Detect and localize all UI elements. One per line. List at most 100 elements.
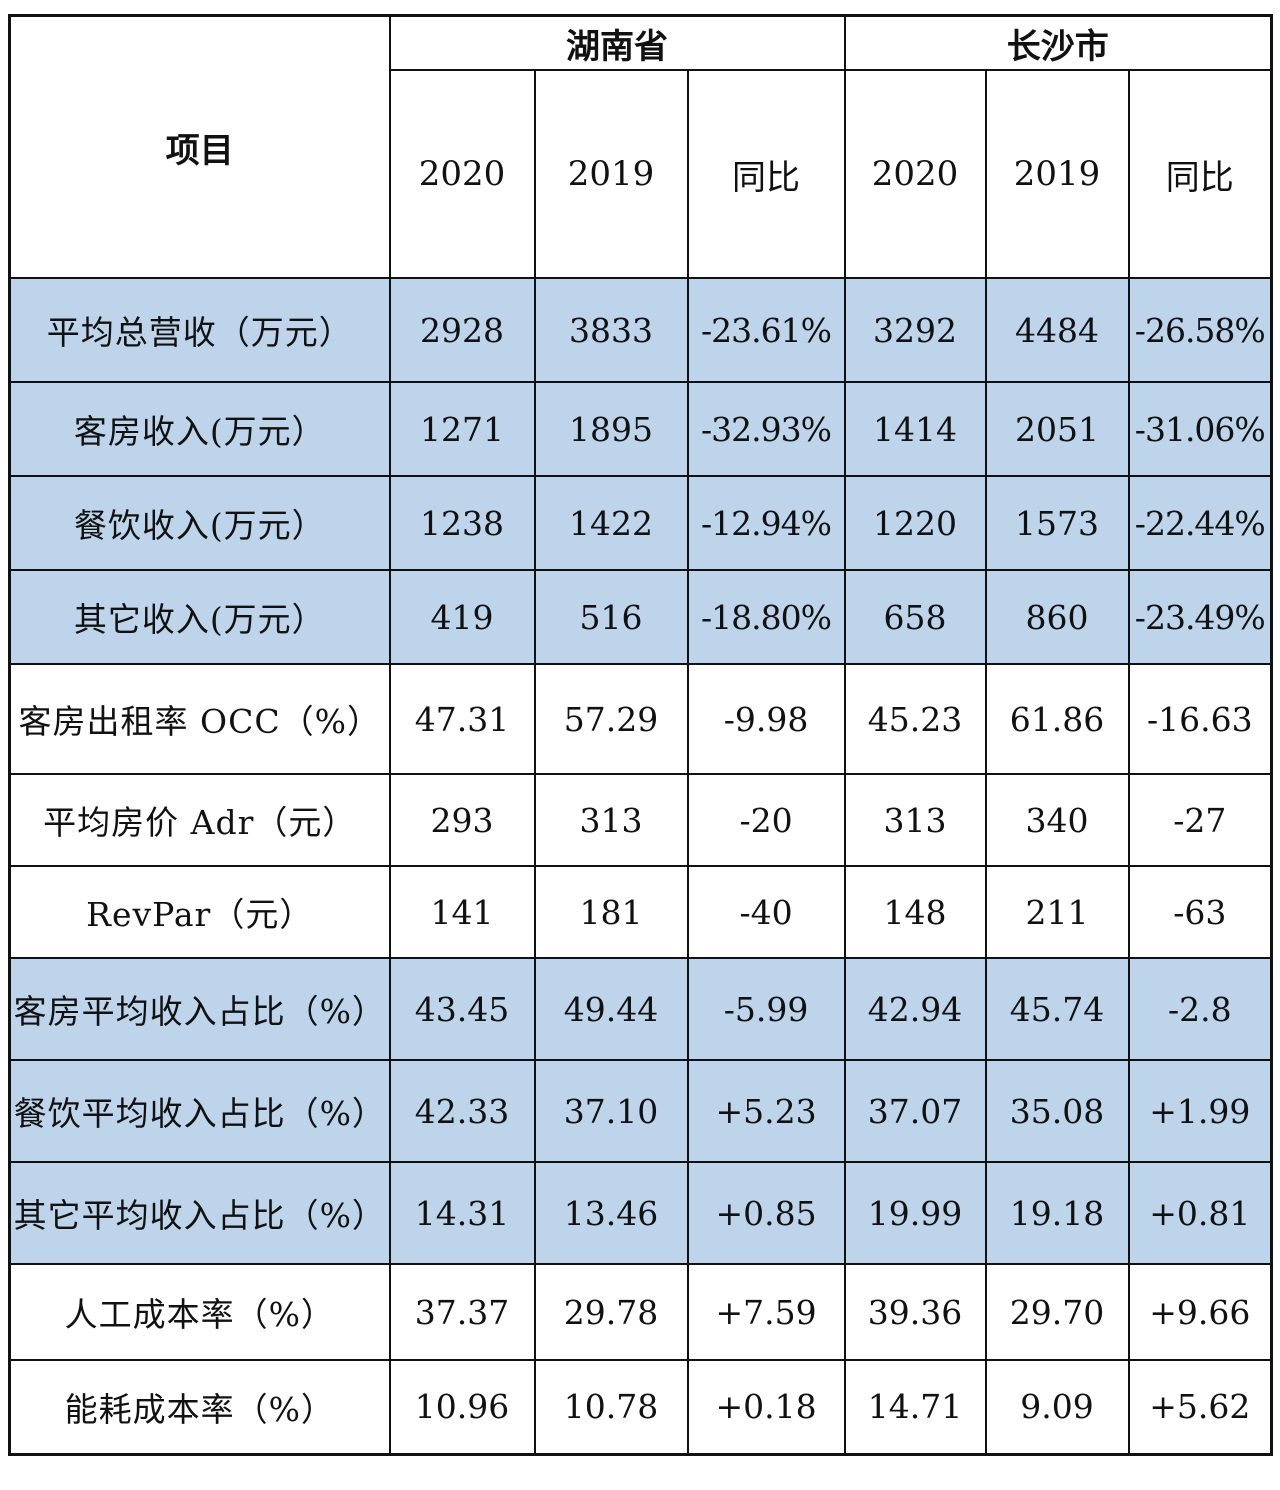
cell-changsha-yoy: -31.06% <box>1127 381 1273 477</box>
cell-hunan-2020: 293 <box>388 773 536 867</box>
cell-changsha-yoy: -63 <box>1127 865 1273 959</box>
table-row: 客房平均收入占比（%） 43.45 49.44 -5.99 42.94 45.7… <box>8 957 1273 1061</box>
header-col-changsha-yoy: 同比 <box>1127 69 1273 279</box>
cell-hunan-yoy: -40 <box>686 865 846 959</box>
cell-hunan-2020: 14.31 <box>388 1161 536 1265</box>
cell-changsha-yoy: -26.58% <box>1127 277 1273 383</box>
cell-changsha-2019: 4484 <box>984 277 1130 383</box>
row-label: 客房出租率 OCC（%） <box>8 663 391 775</box>
cell-changsha-2019: 19.18 <box>984 1161 1130 1265</box>
cell-changsha-yoy: +1.99 <box>1127 1059 1273 1163</box>
cell-hunan-2019: 313 <box>533 773 689 867</box>
cell-hunan-2020: 47.31 <box>388 663 536 775</box>
cell-changsha-2019: 61.86 <box>984 663 1130 775</box>
cell-hunan-2019: 1895 <box>533 381 689 477</box>
cell-changsha-yoy: -22.44% <box>1127 475 1273 571</box>
cell-changsha-yoy: +5.62 <box>1127 1359 1273 1455</box>
cell-hunan-2020: 1238 <box>388 475 536 571</box>
table-row: 平均总营收（万元） 2928 3833 -23.61% 3292 4484 -2… <box>8 277 1273 383</box>
header-col-hunan-2019: 2019 <box>533 69 689 279</box>
row-label: RevPar（元） <box>8 865 391 959</box>
cell-changsha-2020: 37.07 <box>843 1059 987 1163</box>
cell-hunan-yoy: -5.99 <box>686 957 846 1061</box>
header-col-changsha-2019: 2019 <box>984 69 1130 279</box>
row-label: 平均房价 Adr（元） <box>8 773 391 867</box>
table-row: 客房出租率 OCC（%） 47.31 57.29 -9.98 45.23 61.… <box>8 663 1273 775</box>
header-col-hunan-2020: 2020 <box>388 69 536 279</box>
row-label: 客房平均收入占比（%） <box>8 957 391 1061</box>
cell-changsha-2020: 42.94 <box>843 957 987 1061</box>
header-group-hunan: 湖南省 <box>388 14 846 71</box>
row-label: 其它平均收入占比（%） <box>8 1161 391 1265</box>
cell-changsha-2020: 39.36 <box>843 1263 987 1361</box>
cell-hunan-2019: 181 <box>533 865 689 959</box>
cell-changsha-2020: 1414 <box>843 381 987 477</box>
cell-changsha-2020: 14.71 <box>843 1359 987 1455</box>
cell-hunan-yoy: -9.98 <box>686 663 846 775</box>
cell-changsha-2020: 1220 <box>843 475 987 571</box>
cell-changsha-yoy: -2.8 <box>1127 957 1273 1061</box>
cell-changsha-2019: 35.08 <box>984 1059 1130 1163</box>
cell-hunan-yoy: -23.61% <box>686 277 846 383</box>
header-col-changsha-2020: 2020 <box>843 69 987 279</box>
cell-changsha-2020: 148 <box>843 865 987 959</box>
row-label: 平均总营收（万元） <box>8 277 391 383</box>
table-row: 其它收入(万元） 419 516 -18.80% 658 860 -23.49% <box>8 569 1273 665</box>
cell-hunan-2020: 141 <box>388 865 536 959</box>
cell-hunan-2019: 3833 <box>533 277 689 383</box>
table-row: 餐饮收入(万元） 1238 1422 -12.94% 1220 1573 -22… <box>8 475 1273 571</box>
cell-changsha-2019: 211 <box>984 865 1130 959</box>
header-item-cell: 项目 <box>8 14 391 279</box>
cell-hunan-2019: 13.46 <box>533 1161 689 1265</box>
cell-hunan-yoy: -20 <box>686 773 846 867</box>
cell-hunan-2019: 29.78 <box>533 1263 689 1361</box>
table-row: 客房收入(万元） 1271 1895 -32.93% 1414 2051 -31… <box>8 381 1273 477</box>
cell-hunan-yoy: +0.85 <box>686 1161 846 1265</box>
cell-changsha-2019: 340 <box>984 773 1130 867</box>
cell-hunan-2019: 516 <box>533 569 689 665</box>
cell-hunan-yoy: -32.93% <box>686 381 846 477</box>
cell-changsha-2020: 45.23 <box>843 663 987 775</box>
table-row: 其它平均收入占比（%） 14.31 13.46 +0.85 19.99 19.1… <box>8 1161 1273 1265</box>
cell-hunan-2020: 43.45 <box>388 957 536 1061</box>
cell-hunan-2019: 1422 <box>533 475 689 571</box>
cell-hunan-2020: 42.33 <box>388 1059 536 1163</box>
cell-hunan-2019: 49.44 <box>533 957 689 1061</box>
cell-changsha-yoy: +9.66 <box>1127 1263 1273 1361</box>
cell-changsha-yoy: -27 <box>1127 773 1273 867</box>
cell-changsha-2019: 29.70 <box>984 1263 1130 1361</box>
table-row: RevPar（元） 141 181 -40 148 211 -63 <box>8 865 1273 959</box>
row-label: 能耗成本率（%） <box>8 1359 391 1455</box>
cell-hunan-2019: 10.78 <box>533 1359 689 1455</box>
cell-hunan-yoy: -12.94% <box>686 475 846 571</box>
cell-hunan-2020: 1271 <box>388 381 536 477</box>
row-label: 餐饮平均收入占比（%） <box>8 1059 391 1163</box>
cell-hunan-2020: 419 <box>388 569 536 665</box>
cell-changsha-2019: 2051 <box>984 381 1130 477</box>
cell-hunan-2020: 2928 <box>388 277 536 383</box>
cell-changsha-2019: 1573 <box>984 475 1130 571</box>
cell-changsha-yoy: +0.81 <box>1127 1161 1273 1265</box>
table-row: 餐饮平均收入占比（%） 42.33 37.10 +5.23 37.07 35.0… <box>8 1059 1273 1163</box>
cell-hunan-2020: 10.96 <box>388 1359 536 1455</box>
cell-changsha-2020: 3292 <box>843 277 987 383</box>
cell-hunan-yoy: +5.23 <box>686 1059 846 1163</box>
row-label: 人工成本率（%） <box>8 1263 391 1361</box>
row-label: 餐饮收入(万元） <box>8 475 391 571</box>
cell-hunan-2019: 57.29 <box>533 663 689 775</box>
row-label: 客房收入(万元） <box>8 381 391 477</box>
table-row: 人工成本率（%） 37.37 29.78 +7.59 39.36 29.70 +… <box>8 1263 1273 1361</box>
table-row: 平均房价 Adr（元） 293 313 -20 313 340 -27 <box>8 773 1273 867</box>
header-col-hunan-yoy: 同比 <box>686 69 846 279</box>
cell-hunan-2020: 37.37 <box>388 1263 536 1361</box>
cell-changsha-yoy: -16.63 <box>1127 663 1273 775</box>
cell-changsha-2019: 45.74 <box>984 957 1130 1061</box>
hotel-revenue-table: 项目 湖南省 长沙市 2020 2019 同比 2020 2019 同比 平均总… <box>8 14 1274 1456</box>
cell-hunan-yoy: +0.18 <box>686 1359 846 1455</box>
cell-hunan-2019: 37.10 <box>533 1059 689 1163</box>
table-row: 能耗成本率（%） 10.96 10.78 +0.18 14.71 9.09 +5… <box>8 1359 1273 1455</box>
cell-hunan-yoy: -18.80% <box>686 569 846 665</box>
header-group-changsha: 长沙市 <box>843 14 1273 71</box>
table-body: 平均总营收（万元） 2928 3833 -23.61% 3292 4484 -2… <box>8 277 1273 1455</box>
cell-hunan-yoy: +7.59 <box>686 1263 846 1361</box>
